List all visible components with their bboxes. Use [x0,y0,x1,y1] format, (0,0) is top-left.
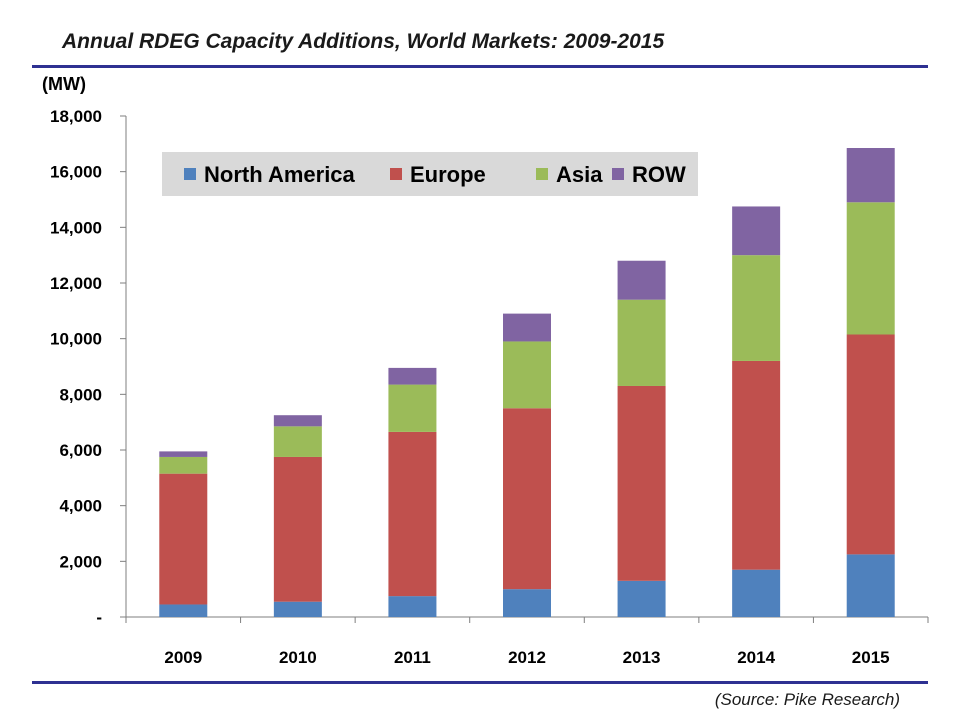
legend-box [162,152,698,196]
y-tick-label: 4,000 [59,497,102,516]
bar-asia-2012 [503,341,551,409]
bar-asia-2013 [617,299,666,386]
legend-swatch-asia [536,168,548,180]
bar-asia-2010 [273,426,322,457]
legend-swatch-europe [390,168,402,180]
legend-label-row: ROW [632,162,686,187]
y-tick-label: 8,000 [59,385,102,404]
page-title: Annual RDEG Capacity Additions, World Ma… [62,30,665,53]
y-tick-label: 18,000 [50,107,102,126]
bar-north-america-2014 [732,569,781,617]
x-tick-label: 2013 [623,648,661,667]
bar-europe-2013 [617,385,666,581]
bar-row-2011 [388,367,437,385]
legend-swatch-row [612,168,624,180]
x-tick-label: 2009 [164,648,202,667]
bar-row-2010 [273,415,322,427]
x-tick-label: 2011 [394,648,431,667]
bar-row-2013 [617,260,666,300]
y-tick-label: - [96,608,102,627]
legend-label-north-america: North America [204,162,356,187]
x-tick-label: 2014 [737,648,775,667]
legend-label-asia: Asia [556,162,603,187]
bar-row-2015 [846,148,895,203]
bar-europe-2014 [732,360,781,570]
bar-asia-2009 [159,456,208,474]
bar-europe-2009 [159,473,208,605]
y-tick-label: 14,000 [50,218,102,237]
y-tick-label: 12,000 [50,274,102,293]
bar-asia-2015 [846,202,895,335]
bar-north-america-2010 [273,601,322,617]
legend-swatch-north-america [184,168,196,180]
bar-north-america-2012 [503,589,551,617]
bar-europe-2012 [503,408,551,590]
bar-north-america-2009 [159,604,208,617]
top-rule [32,65,928,68]
bar-row-2012 [503,313,551,342]
bar-north-america-2013 [617,580,666,617]
source-note: (Source: Pike Research) [714,690,900,709]
y-tick-label: 10,000 [50,330,102,349]
x-tick-label: 2010 [279,648,317,667]
bar-north-america-2011 [388,596,437,617]
bar-europe-2015 [846,334,895,555]
bar-asia-2011 [388,384,437,432]
x-tick-label: 2012 [508,648,546,667]
bar-asia-2014 [732,255,781,361]
x-tick-label: 2015 [852,648,890,667]
y-axis-unit-label: (MW) [42,74,86,94]
legend-label-europe: Europe [410,162,486,187]
y-tick-label: 16,000 [50,163,102,182]
y-tick-label: 6,000 [59,441,102,460]
bar-row-2014 [732,206,781,256]
y-tick-label: 2,000 [59,552,102,571]
bar-europe-2010 [273,456,322,602]
bar-row-2009 [159,451,208,457]
bottom-rule [32,681,928,684]
bar-north-america-2015 [846,554,895,617]
bar-europe-2011 [388,431,437,597]
